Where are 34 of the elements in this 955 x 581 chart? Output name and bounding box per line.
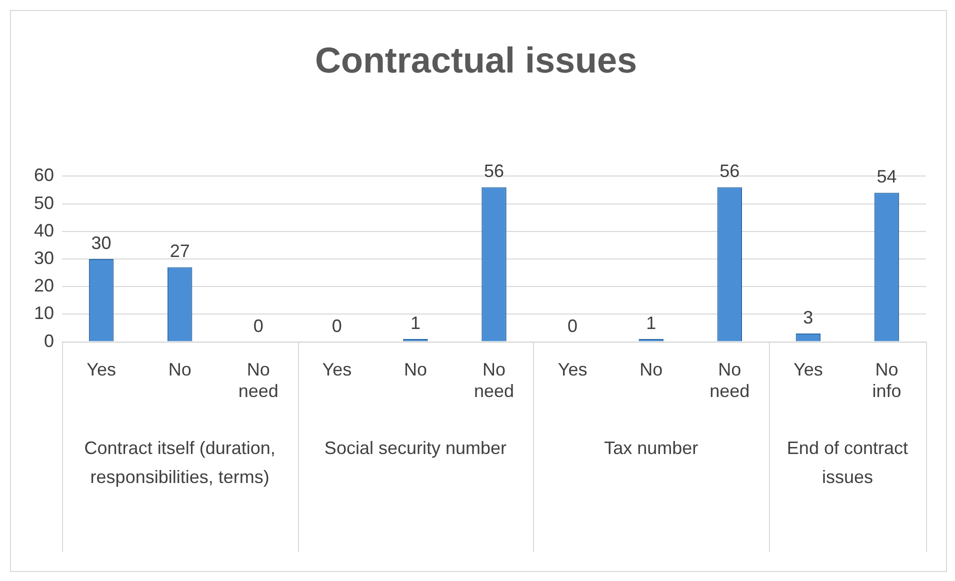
data-label: 1 [410,313,420,334]
x-tick-label: No need [474,360,514,402]
text: End of contract issues [786,438,908,487]
data-label: 56 [484,161,504,182]
y-tick-label: 30 [34,248,54,268]
data-label: 0 [253,316,264,336]
data-label: 54 [876,166,897,187]
y-tick-label: 20 [34,276,54,296]
x-tick-label: No [404,360,427,380]
data-label: 56 [720,161,740,182]
data-label: 0 [332,316,342,336]
y-tick-label: 40 [34,220,54,240]
data-label: 1 [646,313,656,334]
x-tick-label: No [168,360,192,380]
x-tick-label: No need [710,360,750,402]
data-label: 3 [803,307,814,328]
x-tick-label: Yes [86,360,116,380]
x-tick-label: Yes [558,360,588,380]
y-tick-label: 10 [34,303,54,324]
text: Tax number [604,438,698,458]
y-tick-label: 50 [34,192,54,213]
data-label: 30 [91,232,112,253]
x-tick-label: No info [872,360,902,402]
text: Contract itself (duration, responsibilities, terms) [84,438,276,487]
x-tick-label: No [640,360,663,380]
chart-title: Contractual issues [314,40,638,81]
x-tick-label: Yes [793,360,823,380]
x-tick-label: No need [238,360,278,402]
data-label: 0 [568,316,578,336]
y-tick-label: 0 [44,330,54,351]
data-label: 27 [170,241,190,262]
text: Social security number [324,438,507,458]
x-tick-label: Yes [322,360,352,380]
y-tick-label: 60 [34,165,54,186]
